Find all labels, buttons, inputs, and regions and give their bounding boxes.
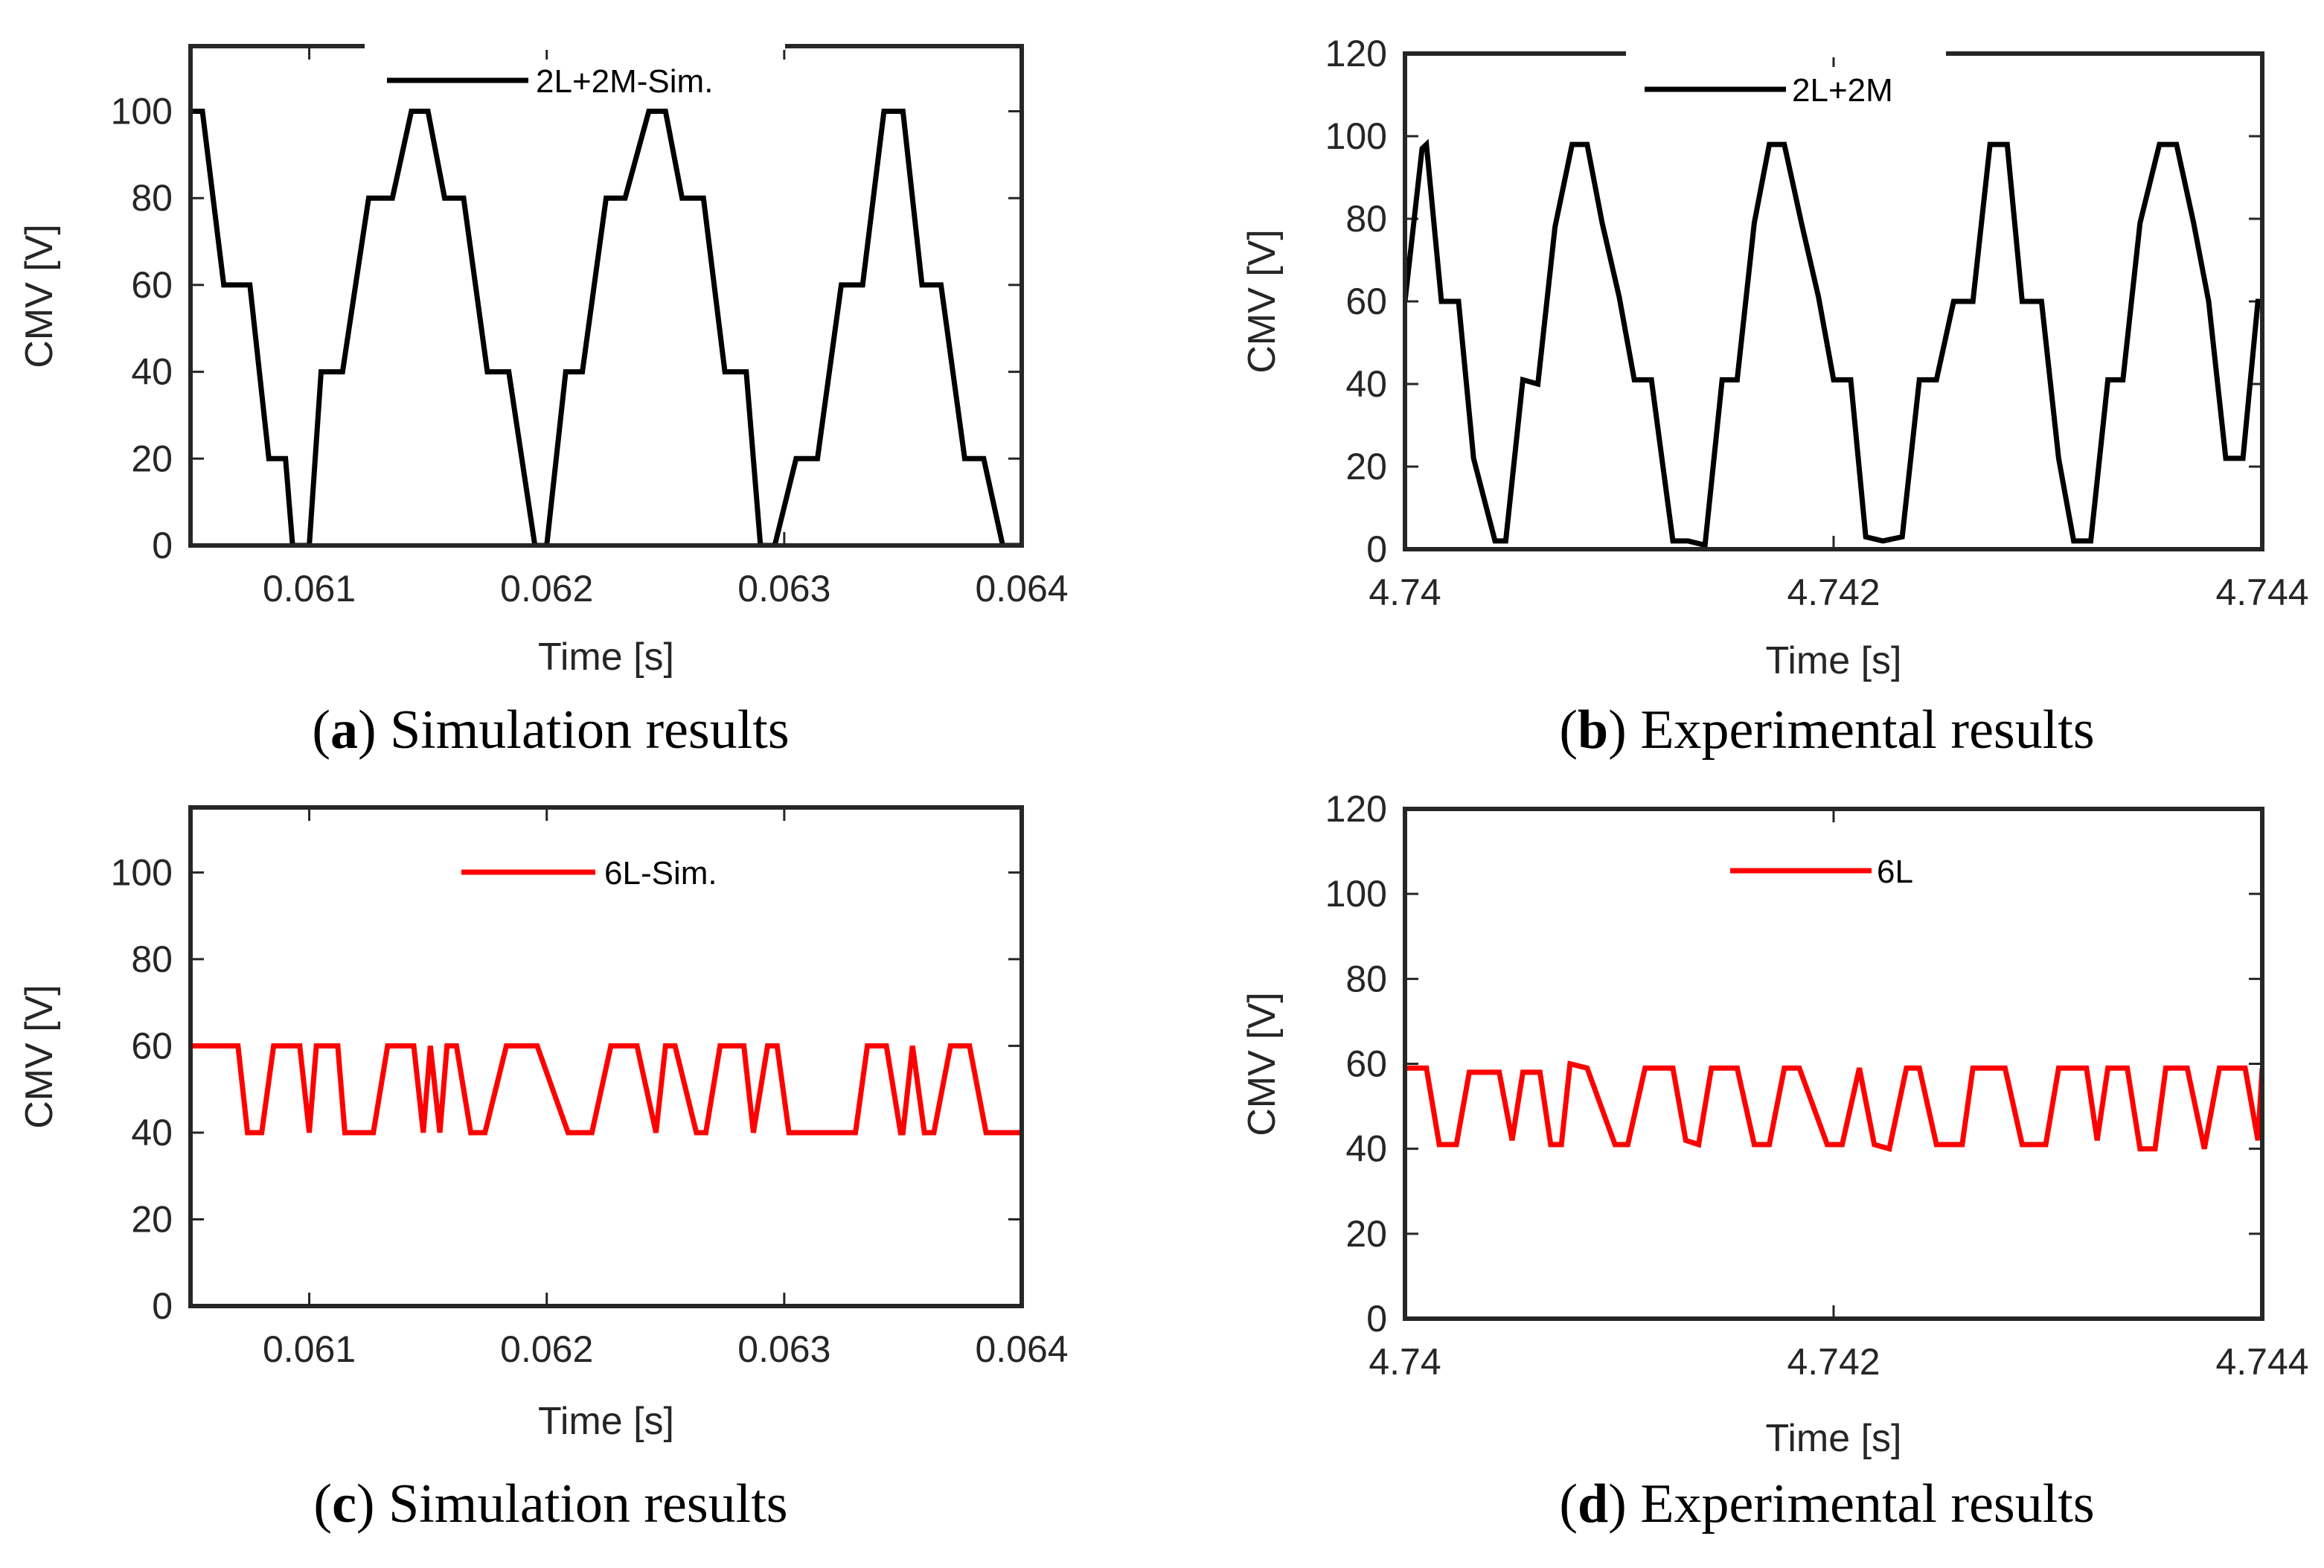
y-tick-label: 80 [131,177,173,219]
y-tick-label: 60 [131,1025,173,1066]
x-tick-label: 4.74 [1369,1341,1441,1383]
y-axis-label: CMV [V] [18,985,61,1129]
x-tick-label: 4.744 [2215,572,2308,613]
series-line [191,109,1022,545]
y-tick-label: 20 [1345,1213,1387,1255]
y-tick-label: 120 [1325,33,1387,74]
y-axis-label: CMV [V] [1241,992,1284,1136]
y-tick-label: 80 [1345,198,1387,240]
y-tick-label: 20 [1345,446,1387,487]
x-tick-label: 0.062 [500,1328,593,1370]
y-tick-label: 0 [152,1285,173,1327]
x-tick-label: 0.062 [500,568,593,609]
x-tick-label: 4.74 [1369,572,1441,613]
x-tick-label: 0.063 [737,1328,830,1370]
y-tick-label: 100 [111,91,173,132]
y-tick-label: 40 [1345,363,1387,405]
y-tick-label: 20 [131,438,173,479]
legend-box [1626,50,1946,57]
subplot-caption: (a) Simulation results [312,700,789,761]
x-axis-label: Time [s] [538,1400,674,1443]
y-tick-label: 0 [1366,1298,1387,1340]
x-axis-label: Time [s] [1766,1417,1902,1460]
subplot-caption: (b) Experimental results [1559,700,2094,761]
y-tick-label: 80 [131,938,173,980]
y-tick-label: 100 [111,851,173,893]
x-axis-label: Time [s] [1766,639,1902,682]
y-axis-label: CMV [V] [18,224,61,368]
y-axis-label: CMV [V] [1241,229,1284,374]
caption-letter: b [1578,700,1608,761]
legend-label: 2L+2M [1792,72,1893,109]
legend-label: 6L-Sim. [604,855,717,892]
y-tick-label: 0 [152,525,173,566]
subplot-caption: (d) Experimental results [1559,1473,2094,1535]
x-tick-label: 4.744 [2215,1341,2308,1383]
y-tick-label: 60 [1345,281,1387,322]
series-line [1405,138,2262,548]
y-tick-label: 60 [131,264,173,306]
caption-letter: d [1578,1473,1608,1535]
x-tick-label: 0.064 [975,568,1068,609]
x-axis-label: Time [s] [538,636,674,679]
y-tick-label: 20 [131,1198,173,1240]
caption-letter: c [332,1473,356,1535]
y-tick-label: 40 [131,1112,173,1153]
x-tick-label: 0.061 [263,1328,356,1370]
y-tick-label: 100 [1325,115,1387,157]
y-tick-label: 80 [1345,958,1387,999]
y-tick-label: 100 [1325,873,1387,915]
y-tick-label: 40 [131,351,173,393]
x-tick-label: 0.063 [737,568,830,609]
series-line [191,1043,1022,1136]
y-tick-label: 0 [1366,528,1387,570]
legend-label: 6L [1877,854,1913,890]
series-line [1405,1060,2262,1153]
x-tick-label: 0.061 [263,568,356,609]
y-tick-label: 60 [1345,1043,1387,1085]
legend-box [365,42,785,50]
legend-label: 2L+2M-Sim. [536,63,713,100]
caption-letter: a [330,700,358,761]
x-tick-label: 0.064 [975,1328,1068,1370]
y-tick-label: 40 [1345,1128,1387,1170]
x-tick-label: 4.742 [1787,572,1880,613]
x-tick-label: 4.742 [1787,1341,1880,1383]
y-tick-label: 120 [1325,788,1387,830]
subplot-caption: (c) Simulation results [313,1473,787,1535]
axes-box [188,805,1024,1308]
axes-box [1403,807,2264,1321]
